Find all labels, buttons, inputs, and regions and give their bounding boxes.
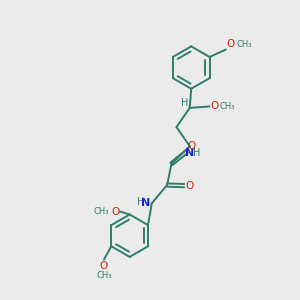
Text: N: N bbox=[141, 198, 150, 208]
Text: O: O bbox=[185, 181, 193, 190]
Text: CH₃: CH₃ bbox=[236, 40, 252, 49]
Text: H: H bbox=[137, 197, 144, 207]
Text: O: O bbox=[111, 206, 119, 217]
Text: O: O bbox=[226, 39, 235, 49]
Text: H: H bbox=[193, 148, 200, 158]
Text: H: H bbox=[181, 98, 188, 108]
Text: CH₃: CH₃ bbox=[96, 271, 112, 280]
Text: O: O bbox=[188, 141, 196, 151]
Text: O: O bbox=[100, 261, 108, 271]
Text: N: N bbox=[185, 148, 194, 158]
Text: O: O bbox=[210, 101, 218, 111]
Text: CH₃: CH₃ bbox=[219, 102, 235, 111]
Text: CH₃: CH₃ bbox=[94, 207, 109, 216]
